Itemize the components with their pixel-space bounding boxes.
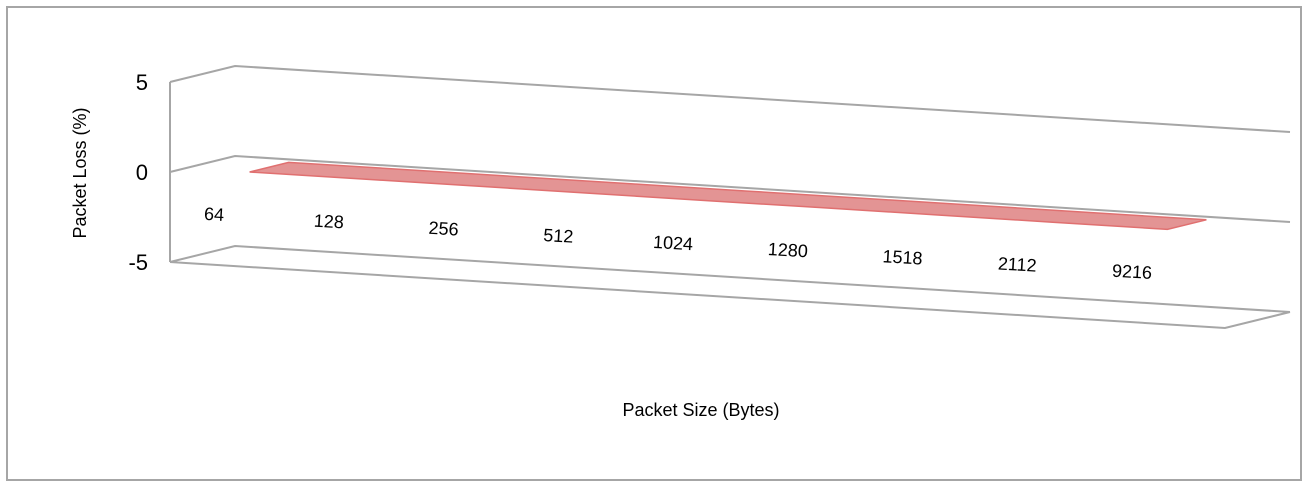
- series-area: [249, 161, 1207, 231]
- x-tick-label: 64: [204, 204, 225, 225]
- y-tick-label: 5: [136, 70, 148, 95]
- gridline-top: [169, 64, 1291, 133]
- y-tick-label: -5: [128, 250, 148, 275]
- chart-walls: [169, 64, 1291, 330]
- y-axis-ticks: 5 0 -5: [128, 70, 148, 275]
- floor-edge: [169, 261, 1291, 330]
- series-layer: [249, 161, 1207, 231]
- chart-frame: [6, 6, 1302, 481]
- x-tick-label: 9216: [1111, 261, 1152, 283]
- gridline-zero: [169, 154, 1291, 223]
- x-tick-label: 256: [428, 218, 459, 240]
- y-tick-label: 0: [136, 160, 148, 185]
- x-axis-title: Packet Size (Bytes): [622, 400, 779, 420]
- x-axis-ticks: 64 128 256 512 1024 1280 1518 2112 9216: [204, 204, 1153, 283]
- x-tick-label: 1024: [652, 232, 693, 254]
- x-tick-label: 1518: [882, 246, 923, 268]
- x-tick-label: 128: [313, 211, 344, 233]
- x-tick-label: 2112: [997, 253, 1037, 275]
- gridline-bottom: [169, 244, 1291, 313]
- y-axis-title: Packet Loss (%): [70, 107, 90, 238]
- x-tick-label: 512: [543, 225, 574, 247]
- x-tick-label: 1280: [767, 239, 808, 261]
